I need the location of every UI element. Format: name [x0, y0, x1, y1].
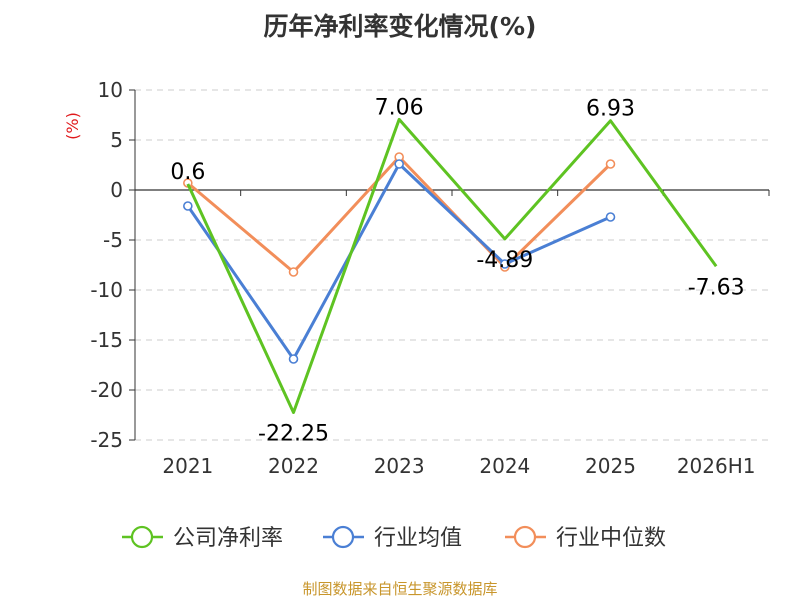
axes: 10 5 0 -5 -10 -15 -20 -25 2021 2022 2023 2024 2025 20… [90, 78, 770, 478]
series-2 [183, 152, 616, 277]
x-tick-label: 2024 [479, 454, 530, 478]
data-point [500, 259, 510, 269]
x-tick-label: 2025 [585, 454, 636, 478]
legend-item[interactable]: 公司净利率 [122, 525, 283, 551]
y-tick-label: 10 [98, 78, 123, 102]
data-label: -22.25 [258, 422, 329, 447]
legend-label: 公司净利率 [173, 526, 283, 551]
data-label: 6.93 [586, 97, 635, 122]
legend-marker [513, 525, 537, 549]
x-tick-label: 2021 [162, 454, 213, 478]
data-label: -7.63 [688, 275, 745, 300]
data-point [394, 159, 404, 169]
data-point [288, 267, 299, 277]
data-point [605, 212, 616, 222]
x-tick-label: 2023 [374, 454, 425, 478]
data-label: 7.06 [375, 95, 424, 120]
data-point [605, 159, 616, 169]
y-tick-label: -10 [90, 278, 123, 302]
data-label: -4.89 [476, 248, 533, 273]
data-label: 0.6 [170, 160, 205, 185]
source-note: 制图数据来自恒生聚源数据库 [302, 580, 497, 598]
series-lines [183, 117, 718, 414]
x-tick-label: 2026H1 [677, 454, 756, 478]
legend-marker [130, 525, 154, 549]
y-tick-label: -20 [90, 378, 123, 402]
y-tick-label: 0 [110, 178, 123, 202]
gridlines [135, 89, 769, 441]
data-point [288, 354, 299, 364]
series-line [186, 155, 612, 274]
x-tick-label: 2022 [268, 454, 319, 478]
chart-title: 历年净利率变化情况(%) [264, 12, 537, 41]
data-point [183, 201, 193, 211]
legend-marker [331, 525, 355, 549]
legend-label: 行业均值 [374, 526, 462, 551]
series-line [186, 117, 718, 414]
legend: 公司净利率 行业均值 行业中位数 [122, 525, 666, 551]
legend-item[interactable]: 行业均值 [323, 525, 462, 551]
y-axis-label: (%) [63, 112, 82, 140]
y-tick-label: -5 [103, 228, 123, 252]
legend-label: 行业中位数 [556, 526, 666, 551]
y-tick-label: 5 [110, 128, 123, 152]
series-0 [186, 117, 718, 414]
y-tick-label: -25 [90, 428, 123, 452]
legend-item[interactable]: 行业中位数 [505, 525, 666, 551]
data-labels: 0.6 -22.25 7.06 -4.89 6.93 -7.63 [170, 95, 744, 446]
y-tick-label: -15 [90, 328, 123, 352]
series-1 [183, 159, 616, 364]
